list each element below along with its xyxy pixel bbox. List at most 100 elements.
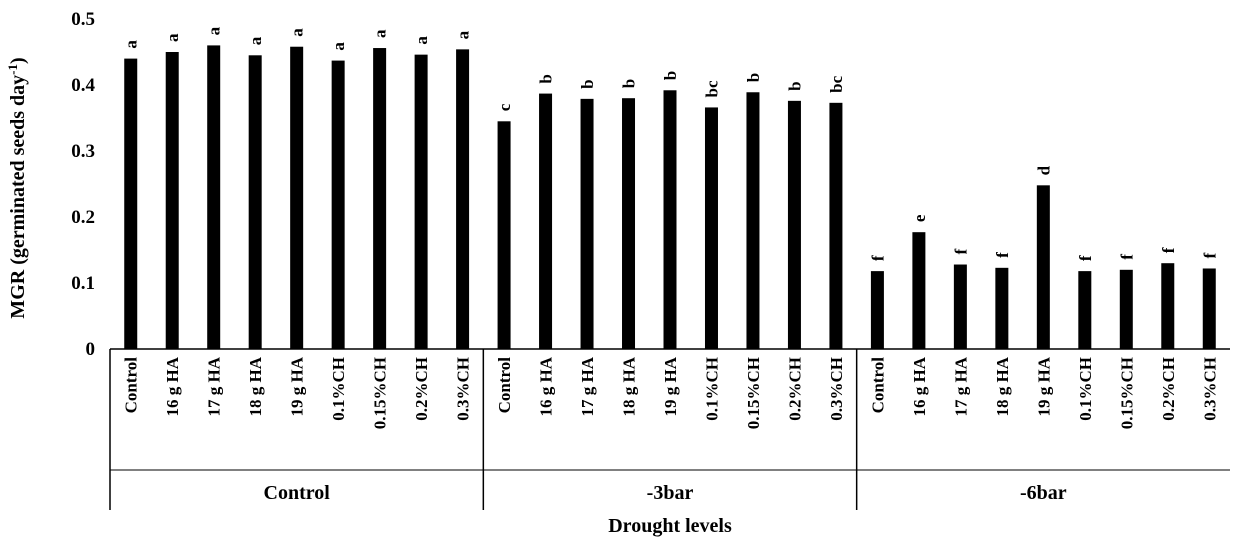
significance-letter: f [1117, 254, 1136, 260]
y-tick-label: 0.2 [71, 207, 95, 228]
category-label: Control [122, 357, 141, 414]
category-label: Control [868, 357, 887, 414]
y-axis-label-exponent: -1 [5, 64, 20, 75]
category-labels: Control 16 g HA 17 g HA 18 g HA 19 g HA 0.1%C… [122, 356, 1220, 429]
category-label: 17 g HA [205, 356, 224, 416]
category-label: 16 g HA [537, 356, 556, 416]
category-label: 0.1%CH [329, 357, 348, 421]
bar [953, 264, 967, 349]
bar [539, 93, 553, 349]
svg-text:MGR (germinated seeds day-1): MGR (germinated seeds day-1) [5, 57, 30, 318]
y-axis-label-text: MGR (germinated seeds day [7, 75, 29, 319]
category-label: 17 g HA [951, 356, 970, 416]
bar [207, 45, 221, 350]
category-label: 18 g HA [993, 356, 1012, 416]
y-tick-label: 0.4 [71, 75, 95, 96]
bars [124, 45, 1216, 350]
bar [787, 100, 801, 349]
significance-letter: b [620, 79, 639, 88]
significance-letters: a a a a a a a a a c b b b b bc b b bc f e f f d f f f f [122, 26, 1220, 261]
significance-letter: a [371, 29, 390, 38]
category-label: 0.3%CH [1200, 357, 1219, 421]
category-label: 0.1%CH [702, 357, 721, 421]
bar [663, 90, 677, 349]
y-tick-label: 0.1 [71, 273, 95, 294]
group-label: Control [264, 482, 331, 504]
category-label: 16 g HA [910, 356, 929, 416]
axes [109, 348, 1230, 510]
bar [165, 52, 179, 349]
y-tick-labels: 0 0.1 0.2 0.3 0.4 0.5 [71, 9, 95, 360]
bar [1119, 269, 1133, 349]
significance-letter: b [661, 71, 680, 80]
significance-letter: f [868, 255, 887, 261]
y-axis-label-close: ) [7, 57, 29, 64]
category-label: 17 g HA [578, 356, 597, 416]
significance-letter: e [910, 214, 929, 222]
significance-letter: f [1076, 255, 1095, 261]
bar [456, 49, 470, 350]
y-tick-label: 0.5 [71, 9, 95, 30]
y-axis-label: MGR (germinated seeds day-1) [5, 57, 30, 318]
significance-letter: f [1200, 252, 1219, 258]
bar [829, 102, 843, 349]
significance-letter: a [329, 42, 348, 51]
significance-letter: a [163, 33, 182, 42]
significance-letter: b [785, 81, 804, 90]
significance-letter: c [495, 103, 514, 111]
group-label: -3bar [647, 482, 694, 504]
bar [704, 107, 718, 349]
significance-letter: a [412, 36, 431, 45]
category-label: 0.2%CH [412, 357, 431, 421]
category-label: 19 g HA [661, 356, 680, 416]
y-tick-label: 0.3 [71, 141, 95, 162]
category-label: 0.3%CH [454, 357, 473, 421]
bar [912, 232, 926, 349]
significance-letter: b [578, 79, 597, 88]
bar [870, 271, 884, 349]
bar [580, 98, 594, 349]
bar [290, 46, 304, 349]
bar [995, 267, 1009, 349]
bar [1161, 263, 1175, 349]
bar [331, 60, 345, 350]
significance-letter: d [1034, 165, 1053, 175]
category-label: 0.1%CH [1076, 357, 1095, 421]
y-tick-label: 0 [86, 339, 96, 360]
bar [497, 121, 511, 349]
group-label: -6bar [1020, 482, 1067, 504]
significance-letter: b [744, 73, 763, 82]
bar [1202, 268, 1216, 349]
bar [248, 55, 262, 350]
significance-letter: a [454, 30, 473, 39]
group-labels: Control -3bar -6bar [264, 482, 1067, 504]
category-label: 0.15%CH [744, 357, 763, 429]
bar [414, 54, 428, 349]
category-label: 0.15%CH [1117, 357, 1136, 429]
category-label: 19 g HA [288, 356, 307, 416]
category-label: Control [495, 357, 514, 414]
category-label: 0.15%CH [371, 357, 390, 429]
category-label: 19 g HA [1034, 356, 1053, 416]
bar [622, 98, 636, 349]
category-label: 0.3%CH [827, 357, 846, 421]
significance-letter: bc [827, 75, 846, 92]
category-label: 18 g HA [620, 356, 639, 416]
category-label: 0.2%CH [785, 357, 804, 421]
significance-letter: a [288, 28, 307, 37]
significance-letter: b [537, 74, 556, 83]
significance-letter: a [122, 40, 141, 49]
bar [124, 58, 138, 349]
x-axis-label: Drought levels [608, 515, 732, 537]
significance-letter: f [993, 252, 1012, 258]
significance-letter: a [205, 26, 224, 35]
significance-letter: f [1159, 247, 1178, 253]
bar [746, 92, 760, 349]
category-label: 16 g HA [163, 356, 182, 416]
significance-letter: a [246, 36, 265, 45]
category-label: 0.2%CH [1159, 357, 1178, 421]
bar [1036, 185, 1050, 349]
bar [373, 48, 387, 349]
significance-letter: bc [702, 80, 721, 97]
